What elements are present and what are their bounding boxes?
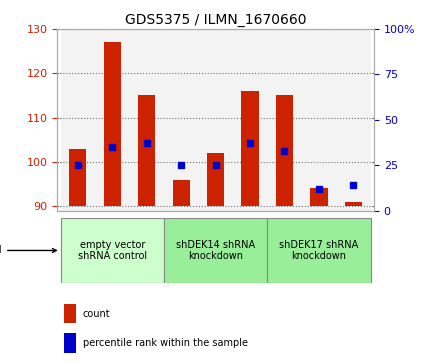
Bar: [267, 29, 302, 211]
FancyBboxPatch shape: [267, 218, 370, 283]
Bar: [138, 95, 155, 206]
Bar: [336, 29, 370, 211]
Bar: [345, 202, 362, 206]
Bar: [242, 91, 259, 206]
Bar: [233, 29, 267, 211]
Text: shDEK17 shRNA
knockdown: shDEK17 shRNA knockdown: [279, 240, 359, 261]
Bar: [63, 304, 76, 323]
Bar: [69, 148, 87, 206]
Bar: [310, 188, 327, 206]
Bar: [129, 29, 164, 211]
Bar: [302, 29, 336, 211]
Text: empty vector
shRNA control: empty vector shRNA control: [78, 240, 147, 261]
Bar: [198, 29, 233, 211]
Text: shDEK14 shRNA
knockdown: shDEK14 shRNA knockdown: [176, 240, 255, 261]
Text: protocol: protocol: [0, 245, 56, 256]
Bar: [172, 180, 190, 206]
Bar: [276, 95, 293, 206]
FancyBboxPatch shape: [164, 218, 267, 283]
Title: GDS5375 / ILMN_1670660: GDS5375 / ILMN_1670660: [125, 13, 306, 26]
Bar: [104, 42, 121, 206]
Bar: [61, 29, 95, 211]
Text: percentile rank within the sample: percentile rank within the sample: [83, 338, 248, 348]
Bar: [63, 333, 76, 353]
Bar: [164, 29, 198, 211]
Bar: [95, 29, 129, 211]
FancyBboxPatch shape: [61, 218, 164, 283]
Bar: [207, 153, 224, 206]
Text: count: count: [83, 309, 110, 319]
